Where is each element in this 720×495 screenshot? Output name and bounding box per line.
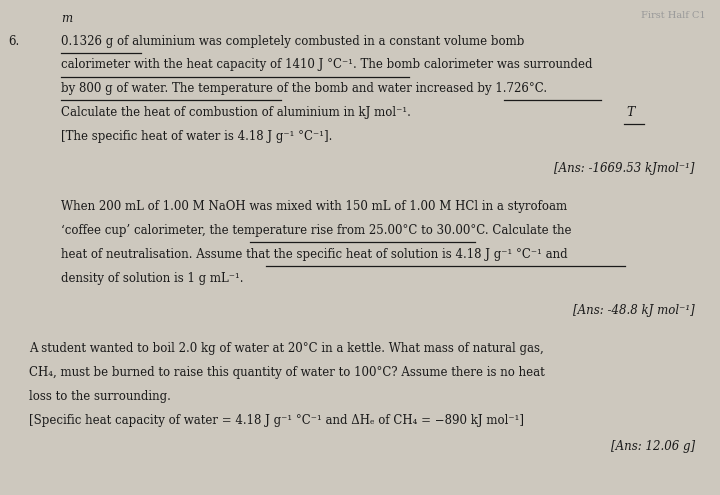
Text: density of solution is 1 g mL⁻¹.: density of solution is 1 g mL⁻¹.	[61, 272, 243, 285]
Text: by 800 g of water. The temperature of the bomb and water increased by 1.726°C.: by 800 g of water. The temperature of th…	[61, 82, 547, 95]
Text: heat of neutralisation. Assume that the specific heat of solution is 4.18 J g⁻¹ : heat of neutralisation. Assume that the …	[61, 248, 568, 261]
Text: Calculate the heat of combustion of aluminium in kJ mol⁻¹.: Calculate the heat of combustion of alum…	[61, 106, 411, 119]
Text: m: m	[61, 12, 72, 25]
Text: ‘coffee cup’ calorimeter, the temperature rise from 25.00°C to 30.00°C. Calculat: ‘coffee cup’ calorimeter, the temperatur…	[61, 224, 572, 237]
Text: First Half C1: First Half C1	[641, 11, 706, 20]
Text: 6.: 6.	[9, 35, 20, 48]
Text: [Specific heat capacity of water = 4.18 J g⁻¹ °C⁻¹ and ΔHₑ of CH₄ = −890 kJ mol⁻: [Specific heat capacity of water = 4.18 …	[29, 414, 523, 427]
Text: T: T	[626, 106, 635, 119]
Text: When 200 mL of 1.00 M NaOH was mixed with 150 mL of 1.00 M HCl in a styrofoam: When 200 mL of 1.00 M NaOH was mixed wit…	[61, 200, 567, 213]
Text: loss to the surrounding.: loss to the surrounding.	[29, 390, 171, 403]
Text: [Ans: 12.06 g]: [Ans: 12.06 g]	[611, 440, 695, 453]
Text: calorimeter with the heat capacity of 1410 J °C⁻¹. The bomb calorimeter was surr: calorimeter with the heat capacity of 14…	[61, 58, 593, 71]
Text: A student wanted to boil 2.0 kg of water at 20°C in a kettle. What mass of natur: A student wanted to boil 2.0 kg of water…	[29, 343, 544, 355]
Text: [Ans: -1669.53 kJmol⁻¹]: [Ans: -1669.53 kJmol⁻¹]	[554, 162, 695, 175]
Text: 0.1326 g of aluminium was completely combusted in a constant volume bomb: 0.1326 g of aluminium was completely com…	[61, 35, 525, 48]
Text: CH₄, must be burned to raise this quantity of water to 100°C? Assume there is no: CH₄, must be burned to raise this quanti…	[29, 366, 544, 379]
Text: [The specific heat of water is 4.18 J g⁻¹ °C⁻¹].: [The specific heat of water is 4.18 J g⁻…	[61, 130, 333, 143]
Text: [Ans: -48.8 kJ mol⁻¹]: [Ans: -48.8 kJ mol⁻¹]	[573, 304, 695, 317]
